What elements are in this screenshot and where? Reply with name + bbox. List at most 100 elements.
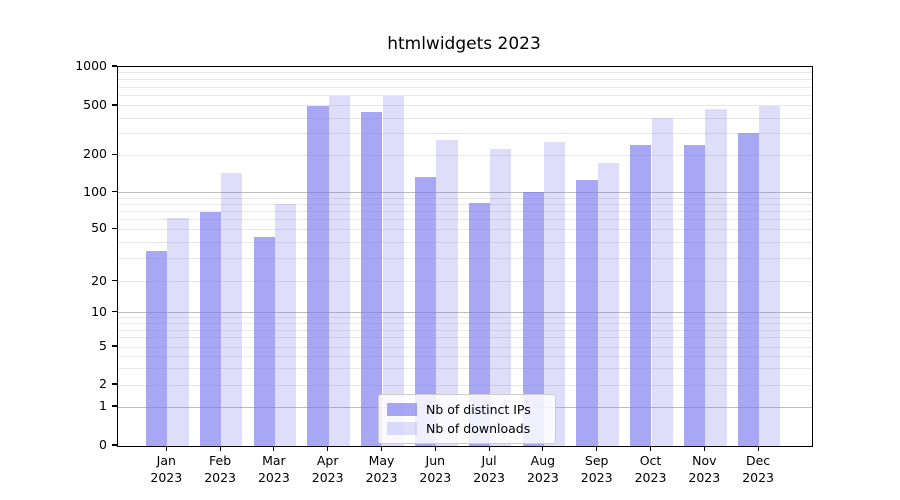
gridline-minor — [118, 154, 812, 156]
x-tick-label-aug: Aug 2023 — [526, 453, 559, 485]
x-tick-label-dec: Dec 2023 — [742, 453, 774, 485]
y-tick-label: 2 — [99, 376, 107, 392]
x-tick-mark — [542, 446, 544, 451]
y-tick-mark — [112, 153, 117, 155]
gridline-minor — [118, 337, 812, 339]
y-tick-mark — [112, 65, 117, 67]
bar-downloads-feb — [221, 172, 243, 446]
gridline-minor — [118, 367, 812, 369]
bar-downloads-sep — [597, 163, 619, 446]
legend-swatch-distinct-ips — [387, 403, 417, 416]
gridline-minor — [118, 258, 812, 259]
bar-distinct-ips-jul — [468, 203, 491, 446]
legend-swatch-downloads — [387, 422, 417, 435]
bar-downloads-jul — [490, 148, 512, 446]
y-tick-label: 200 — [83, 146, 107, 162]
bar-distinct-ips-jan — [146, 251, 168, 446]
y-tick-label: 1000 — [75, 58, 107, 73]
bar-downloads-jun — [436, 140, 458, 446]
bar-distinct-ips-aug — [522, 191, 544, 446]
gridline-minor — [118, 317, 812, 319]
bar-distinct-ips-apr — [307, 105, 329, 446]
legend-row-distinct-ips: Nb of distinct IPs — [387, 400, 555, 419]
bar-downloads-mar — [274, 204, 297, 446]
bar-distinct-ips-nov — [684, 145, 706, 446]
x-tick-mark — [380, 446, 383, 451]
x-tick-mark — [488, 446, 490, 451]
legend-label-distinct-ips: Nb of distinct IPs — [426, 402, 531, 417]
bar-downloads-dec — [759, 105, 781, 446]
gridline-minor — [118, 323, 812, 325]
x-tick-mark — [649, 446, 652, 451]
gridline-minor — [118, 197, 812, 199]
y-tick-mark — [112, 311, 117, 313]
gridline-minor — [118, 105, 812, 107]
x-tick-label-nov: Nov 2023 — [688, 453, 721, 485]
gridline-minor — [118, 281, 812, 283]
x-tick-mark — [165, 446, 167, 451]
bar-downloads-jan — [167, 217, 189, 446]
bar-distinct-ips-sep — [576, 179, 598, 446]
gridline-major — [118, 312, 812, 314]
gridline-minor — [118, 132, 812, 134]
y-tick-label: 50 — [91, 220, 107, 236]
gridline-minor — [118, 346, 812, 348]
y-tick-label: 20 — [91, 272, 107, 288]
y-tick-label: 500 — [83, 96, 107, 112]
chart-title: htmlwidgets 2023 — [387, 34, 541, 54]
bar-downloads-aug — [543, 142, 566, 446]
y-tick-label: 100 — [83, 183, 107, 199]
y-tick-label: 5 — [99, 338, 107, 353]
bar-downloads-apr — [328, 95, 350, 446]
x-tick-label-feb: Feb 2023 — [204, 453, 236, 485]
x-tick-label-jun: Jun 2023 — [419, 453, 452, 485]
gridline-minor — [118, 241, 812, 243]
x-tick-label-sep: Sep 2023 — [580, 453, 613, 485]
y-tick-mark — [112, 383, 117, 385]
gridline-minor — [118, 72, 812, 74]
bar-distinct-ips-may — [361, 111, 383, 446]
gridline-minor — [118, 79, 812, 81]
y-tick-label: 0 — [99, 437, 107, 452]
bar-downloads-nov — [705, 109, 727, 446]
legend: Nb of distinct IPs Nb of downloads — [378, 394, 556, 444]
gridline-minor — [118, 355, 812, 357]
y-tick-mark — [112, 405, 117, 407]
gridline-minor — [118, 95, 812, 97]
x-tick-label-may: May 2023 — [365, 453, 398, 485]
x-tick-mark — [596, 446, 598, 451]
legend-row-downloads: Nb of downloads — [387, 419, 555, 438]
legend-label-downloads: Nb of downloads — [426, 421, 531, 436]
x-tick-mark — [219, 446, 221, 451]
x-tick-mark — [273, 446, 275, 451]
gridline-minor — [118, 228, 812, 230]
bar-distinct-ips-feb — [199, 212, 222, 446]
x-tick-mark — [434, 446, 436, 451]
y-tick-mark — [112, 191, 117, 193]
x-tick-mark — [757, 446, 759, 451]
y-tick-mark — [112, 227, 117, 229]
x-tick-mark — [327, 446, 329, 451]
x-tick-label-apr: Apr 2023 — [311, 453, 344, 485]
y-tick-mark — [112, 345, 117, 347]
bar-distinct-ips-mar — [253, 236, 275, 446]
y-tick-label: 1 — [99, 398, 107, 413]
bar-downloads-may — [382, 95, 404, 446]
bar-distinct-ips-oct — [630, 145, 652, 446]
plot-area — [117, 66, 813, 447]
x-tick-label-mar: Mar 2023 — [257, 453, 290, 485]
y-tick-mark — [112, 280, 117, 282]
gridline-minor — [118, 384, 812, 386]
x-tick-label-jul: Jul 2023 — [473, 453, 505, 485]
y-tick-mark — [112, 104, 117, 106]
bar-distinct-ips-jun — [415, 176, 437, 446]
gridline-minor — [118, 211, 812, 213]
y-tick-label: 10 — [91, 303, 107, 319]
gridline-major — [118, 192, 812, 194]
y-tick-mark — [112, 444, 117, 446]
x-tick-mark — [703, 446, 705, 451]
gridline-minor — [118, 219, 812, 221]
gridline-minor — [118, 86, 812, 88]
x-tick-label-jan: Jan 2023 — [150, 453, 183, 485]
